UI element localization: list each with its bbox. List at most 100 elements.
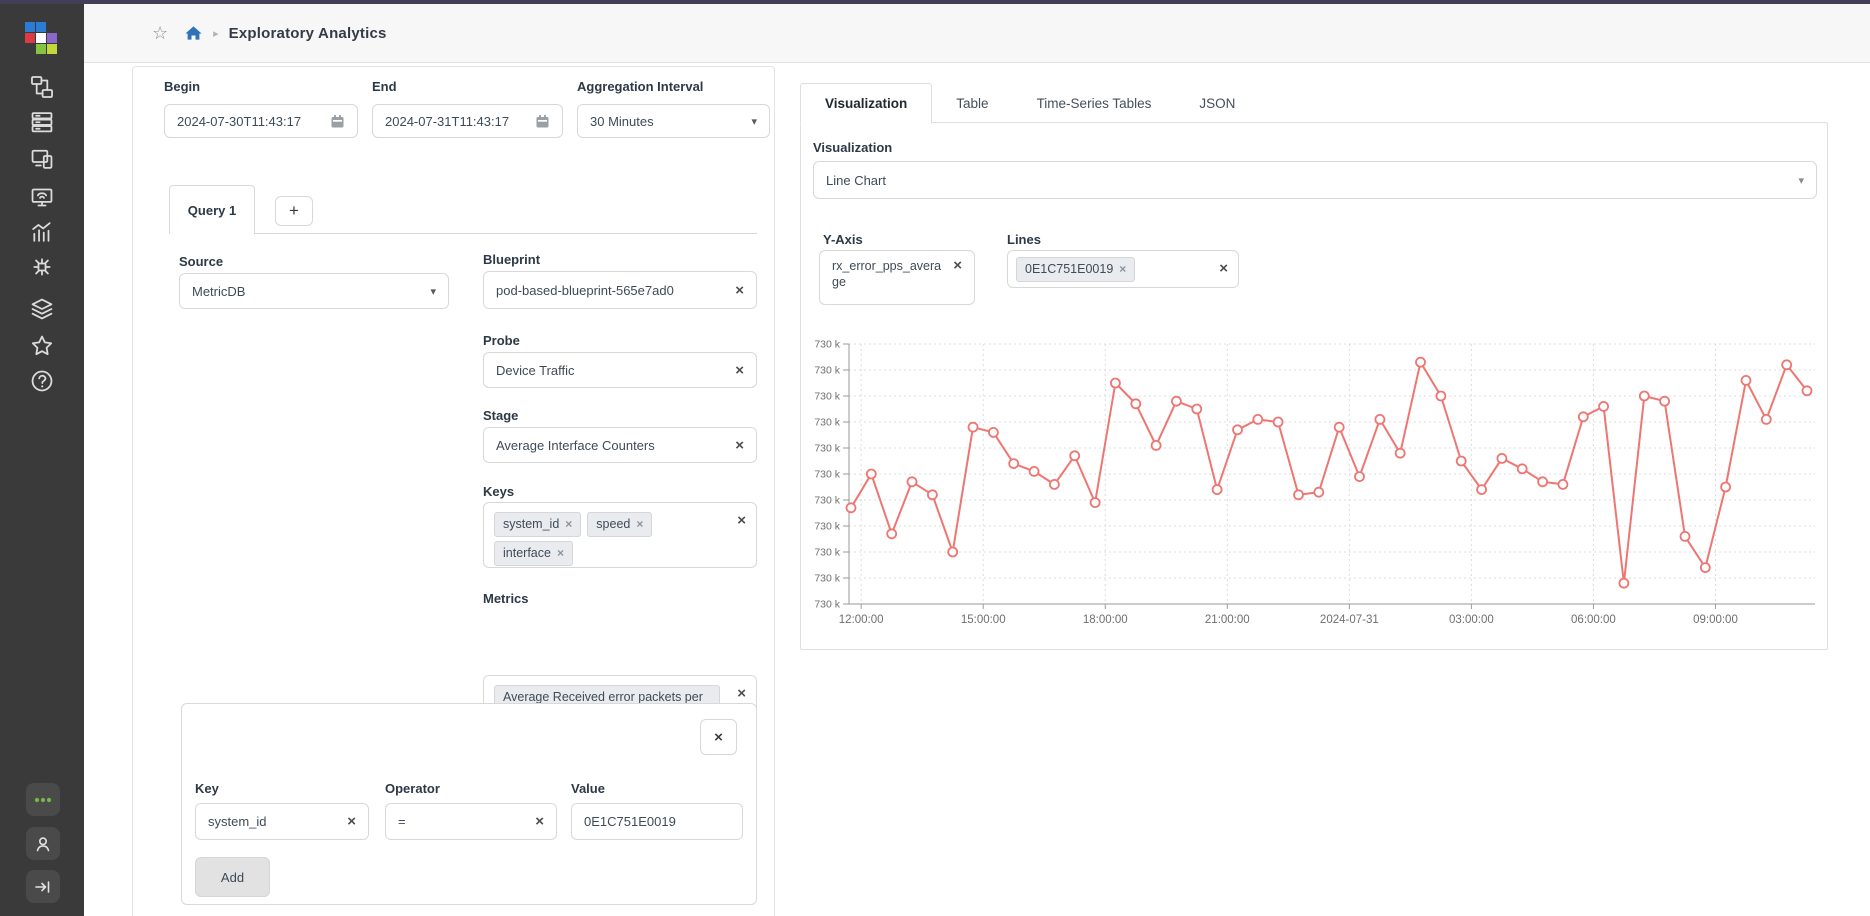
chart-point[interactable] bbox=[969, 423, 978, 432]
chart-point[interactable] bbox=[1782, 360, 1791, 369]
blueprint-input[interactable]: pod-based-blueprint-565e7ad0 × bbox=[483, 271, 757, 309]
chart-point[interactable] bbox=[1721, 483, 1730, 492]
clear-keys-icon[interactable]: × bbox=[737, 512, 746, 529]
clear-lines-icon[interactable]: × bbox=[1219, 260, 1228, 277]
favorites-icon[interactable] bbox=[29, 333, 55, 359]
tab-json[interactable]: JSON bbox=[1175, 83, 1259, 123]
add-query-tab-button[interactable]: + bbox=[275, 196, 313, 226]
chart-point[interactable] bbox=[1070, 451, 1079, 460]
chart-point[interactable] bbox=[1742, 376, 1751, 385]
user-icon[interactable] bbox=[26, 827, 60, 860]
chart-point[interactable] bbox=[867, 470, 876, 479]
more-icon[interactable] bbox=[26, 783, 60, 816]
chart-point[interactable] bbox=[1803, 386, 1812, 395]
tab-query-1[interactable]: Query 1 bbox=[169, 185, 255, 234]
chart-point[interactable] bbox=[908, 477, 917, 486]
keys-field[interactable]: system_id×speed×interface× × bbox=[483, 502, 757, 568]
chart-point[interactable] bbox=[1253, 415, 1262, 424]
chart-point[interactable] bbox=[1233, 425, 1242, 434]
chart-point[interactable] bbox=[1497, 454, 1506, 463]
clear-filter-operator-icon[interactable]: × bbox=[535, 814, 544, 829]
remove-tag-icon[interactable]: × bbox=[565, 517, 572, 531]
chart-point[interactable] bbox=[1457, 457, 1466, 466]
chart-point[interactable] bbox=[989, 428, 998, 437]
chart-point[interactable] bbox=[1314, 488, 1323, 497]
collapse-icon[interactable] bbox=[26, 870, 60, 903]
remove-tag-icon[interactable]: × bbox=[1119, 262, 1126, 276]
platform-icon[interactable] bbox=[29, 254, 55, 280]
chart-point[interactable] bbox=[1111, 379, 1120, 388]
design-icon[interactable] bbox=[29, 146, 55, 172]
tab-time-series-tables[interactable]: Time-Series Tables bbox=[1013, 83, 1176, 123]
chart-point[interactable] bbox=[1375, 415, 1384, 424]
end-input[interactable]: 2024-07-31T11:43:17 bbox=[372, 104, 563, 138]
remove-filter-button[interactable]: × bbox=[700, 719, 737, 755]
source-select[interactable]: MetricDB ▾ bbox=[179, 273, 449, 309]
chart-point[interactable] bbox=[847, 503, 856, 512]
lines-field[interactable]: 0E1C751E0019× × bbox=[1007, 250, 1239, 288]
chart-point[interactable] bbox=[1192, 405, 1201, 414]
chart-point[interactable] bbox=[1091, 498, 1100, 507]
breadcrumb[interactable]: Exploratory Analytics bbox=[229, 25, 387, 42]
favorite-star-icon[interactable]: ☆ bbox=[152, 23, 168, 44]
chart-point[interactable] bbox=[1213, 485, 1222, 494]
chart-point[interactable] bbox=[1355, 472, 1364, 481]
chart-point[interactable] bbox=[1009, 459, 1018, 468]
chart-point[interactable] bbox=[1619, 579, 1628, 588]
clear-stage-icon[interactable]: × bbox=[735, 438, 744, 453]
help-icon[interactable] bbox=[29, 368, 55, 394]
clear-probe-icon[interactable]: × bbox=[735, 363, 744, 378]
external-systems-icon[interactable] bbox=[29, 296, 55, 322]
remove-tag-icon[interactable]: × bbox=[636, 517, 643, 531]
remove-tag-icon[interactable]: × bbox=[557, 546, 564, 560]
chart-point[interactable] bbox=[1640, 392, 1649, 401]
chart-point[interactable] bbox=[1701, 563, 1710, 572]
chart-point[interactable] bbox=[1050, 480, 1059, 489]
filter-key-input[interactable]: system_id × bbox=[195, 803, 369, 840]
filter-operator-input[interactable]: = × bbox=[385, 803, 557, 840]
chart-point[interactable] bbox=[1762, 415, 1771, 424]
calendar-icon[interactable] bbox=[330, 114, 345, 129]
chart-point[interactable] bbox=[1172, 397, 1181, 406]
yaxis-field[interactable]: rx_error_pps_average × bbox=[819, 250, 975, 305]
chart-point[interactable] bbox=[1294, 490, 1303, 499]
stage-input[interactable]: Average Interface Counters × bbox=[483, 427, 757, 463]
chart-point[interactable] bbox=[1131, 399, 1140, 408]
tab-table[interactable]: Table bbox=[932, 83, 1012, 123]
chart-point[interactable] bbox=[1335, 423, 1344, 432]
blueprints-icon[interactable] bbox=[29, 74, 55, 100]
analytics-icon[interactable] bbox=[29, 219, 55, 245]
app-logo[interactable] bbox=[25, 22, 59, 56]
chart-point[interactable] bbox=[1274, 418, 1283, 427]
visualization-select[interactable]: Line Chart ▾ bbox=[813, 161, 1817, 199]
chart-point[interactable] bbox=[948, 548, 957, 557]
chart-point[interactable] bbox=[928, 490, 937, 499]
filter-value-input[interactable]: 0E1C751E0019 bbox=[571, 803, 743, 840]
clear-blueprint-icon[interactable]: × bbox=[735, 283, 744, 298]
calendar-icon[interactable] bbox=[535, 114, 550, 129]
chart-point[interactable] bbox=[1579, 412, 1588, 421]
chart-point[interactable] bbox=[1518, 464, 1527, 473]
clear-yaxis-icon[interactable]: × bbox=[953, 258, 962, 273]
chart-point[interactable] bbox=[1681, 532, 1690, 541]
chart-point[interactable] bbox=[1660, 397, 1669, 406]
clear-filter-key-icon[interactable]: × bbox=[347, 814, 356, 829]
resources-icon[interactable] bbox=[29, 183, 55, 209]
chart-point[interactable] bbox=[887, 529, 896, 538]
probe-input[interactable]: Device Traffic × bbox=[483, 352, 757, 388]
chart-point[interactable] bbox=[1477, 485, 1486, 494]
chart-point[interactable] bbox=[1599, 402, 1608, 411]
add-filter-button[interactable]: Add bbox=[195, 857, 270, 897]
chart-point[interactable] bbox=[1538, 477, 1547, 486]
aggregation-interval-select[interactable]: 30 Minutes ▾ bbox=[577, 104, 770, 138]
chart-point[interactable] bbox=[1558, 480, 1567, 489]
chart-point[interactable] bbox=[1152, 441, 1161, 450]
begin-input[interactable]: 2024-07-30T11:43:17 bbox=[164, 104, 358, 138]
devices-icon[interactable] bbox=[29, 109, 55, 135]
clear-metrics-icon[interactable]: × bbox=[737, 685, 746, 702]
chart-point[interactable] bbox=[1416, 358, 1425, 367]
home-icon[interactable] bbox=[184, 24, 203, 42]
chart-point[interactable] bbox=[1030, 467, 1039, 476]
chart-point[interactable] bbox=[1396, 449, 1405, 458]
chart-point[interactable] bbox=[1436, 392, 1445, 401]
